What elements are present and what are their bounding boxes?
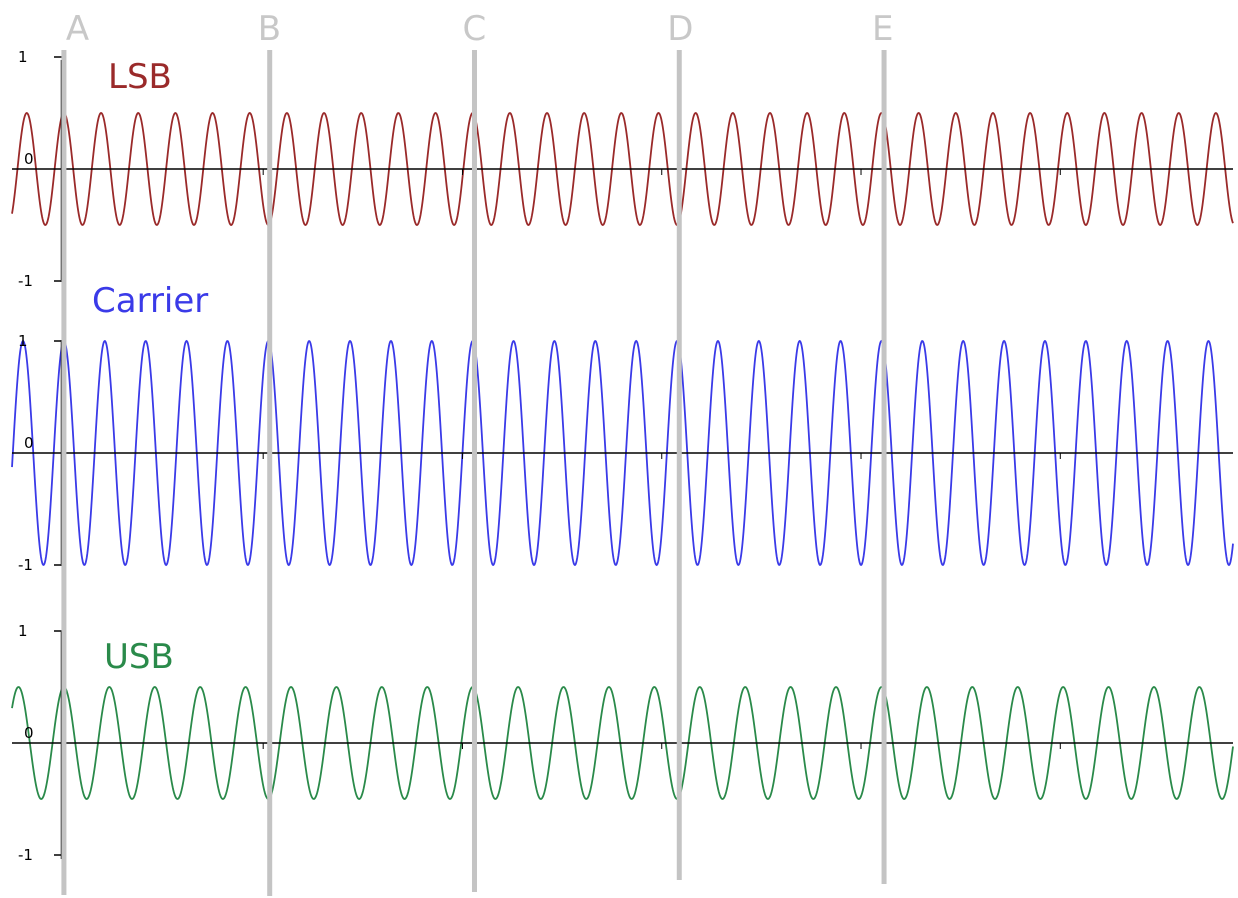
carrier-series-title: Carrier [92, 281, 208, 321]
marker-layer: A B C D E [61, 9, 894, 896]
marker-b-label: B [258, 9, 281, 49]
lsb-y-tick-label: 0 [24, 150, 34, 168]
carrier-y-tick-label: 0 [24, 434, 34, 452]
label-layer: LSB Carrier USB [92, 57, 208, 677]
usb-y-tick-label: 0 [24, 724, 34, 742]
marker-c-label: C [462, 9, 486, 49]
marker-a-label: A [66, 9, 89, 49]
lsb-series-title: LSB [108, 57, 172, 97]
marker-d-label: D [667, 9, 693, 49]
lsb-y-tick-label: 1 [18, 48, 28, 66]
usb-y-tick-label: -1 [18, 846, 33, 864]
carrier-y-tick-label: -1 [18, 556, 33, 574]
usb-series-line [11, 686, 1234, 800]
usb-y-tick-label: 1 [18, 622, 28, 640]
lsb-series-line [11, 112, 1234, 226]
usb-series-title: USB [104, 637, 174, 677]
lsb-y-tick-label: -1 [18, 272, 33, 290]
marker-e-label: E [872, 9, 893, 49]
series-layer [11, 112, 1234, 800]
carrier-series-line [11, 339, 1234, 567]
carrier-y-tick-label: 1 [18, 332, 28, 350]
axes-layer: 1 0 -1 1 0 -1 1 0 -1 [12, 48, 1233, 864]
